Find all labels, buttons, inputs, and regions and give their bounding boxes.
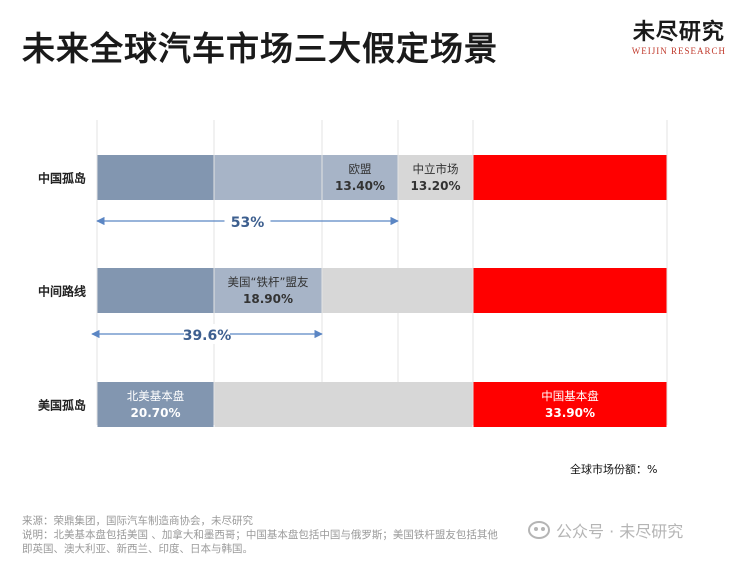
data-label-0-2: 13.40% [335, 179, 385, 193]
bar-segment-2-0 [97, 382, 214, 427]
unit-label: 全球市场份额：% [570, 463, 658, 476]
share-annotation-0: 53% [231, 215, 265, 231]
bar-segment-2-2 [473, 382, 667, 427]
brand-name: 未尽研究 [632, 19, 725, 45]
bar-segment-1-2 [322, 268, 473, 313]
chart-title: 未来全球汽车市场三大假定场景 [22, 29, 498, 68]
data-label-0-3: 13.20% [411, 179, 461, 193]
segment-label-0-2: 欧盟 [349, 162, 372, 176]
bar-segment-0-1 [214, 155, 322, 200]
bar-segment-0-0 [97, 155, 214, 200]
stacked-bar-chart: 中国孤岛 欧盟 13.40% 中立市场 13.20% 53% 中间路线 美国“铁杆”盟友 18.… [38, 120, 668, 427]
source-note: 来源：荣鼎集团，国际汽车制造商协会，未尽研究 [22, 515, 253, 527]
footnotes: 来源：荣鼎集团，国际汽车制造商协会，未尽研究 说明：北美基本盘包括美国 、加拿大… [22, 514, 498, 556]
bar-segment-0-2 [322, 155, 398, 200]
segment-label-1-1: 美国“铁杆”盟友 [228, 275, 309, 289]
watermark-text: 公众号 · 未尽研究 [556, 522, 684, 541]
wechat-icon [528, 521, 550, 539]
bar-segment-0-3 [398, 155, 473, 200]
category-label-1: 中间路线 [38, 284, 86, 299]
bar-segment-1-3 [473, 268, 667, 313]
explanation-note-line1: 说明：北美基本盘包括美国 、加拿大和墨西哥；中国基本盘包括中国与俄罗斯；美国铁杆… [22, 529, 498, 541]
category-label-0: 中国孤岛 [38, 171, 86, 186]
data-label-1-1: 18.90% [243, 292, 293, 306]
category-label-2: 美国孤岛 [38, 398, 86, 413]
share-label-bg-1 [184, 324, 230, 344]
brand-subtitle: WEIJIN RESEARCH [631, 46, 726, 56]
bar-segment-0-4 [473, 155, 667, 200]
explanation-note-line2: 即英国、澳大利亚、新西兰、印度、日本与韩国。 [22, 543, 253, 555]
bar-segment-1-1 [214, 268, 322, 313]
bar-segment-1-0 [97, 268, 214, 313]
segment-label-2-2: 中国基本盘 [541, 389, 599, 403]
bar-segment-2-1 [214, 382, 473, 427]
share-annotation-1: 39.6% [183, 328, 232, 344]
share-label-bg-0 [224, 211, 271, 231]
segment-label-2-0: 北美基本盘 [127, 389, 185, 403]
brand-logo: 未尽研究 WEIJIN RESEARCH [632, 14, 726, 56]
data-label-2-0: 20.70% [131, 406, 181, 420]
data-label-2-2: 33.90% [545, 406, 595, 420]
segment-label-0-3: 中立市场 [413, 162, 459, 176]
watermark: 公众号 · 未尽研究 [528, 518, 683, 542]
